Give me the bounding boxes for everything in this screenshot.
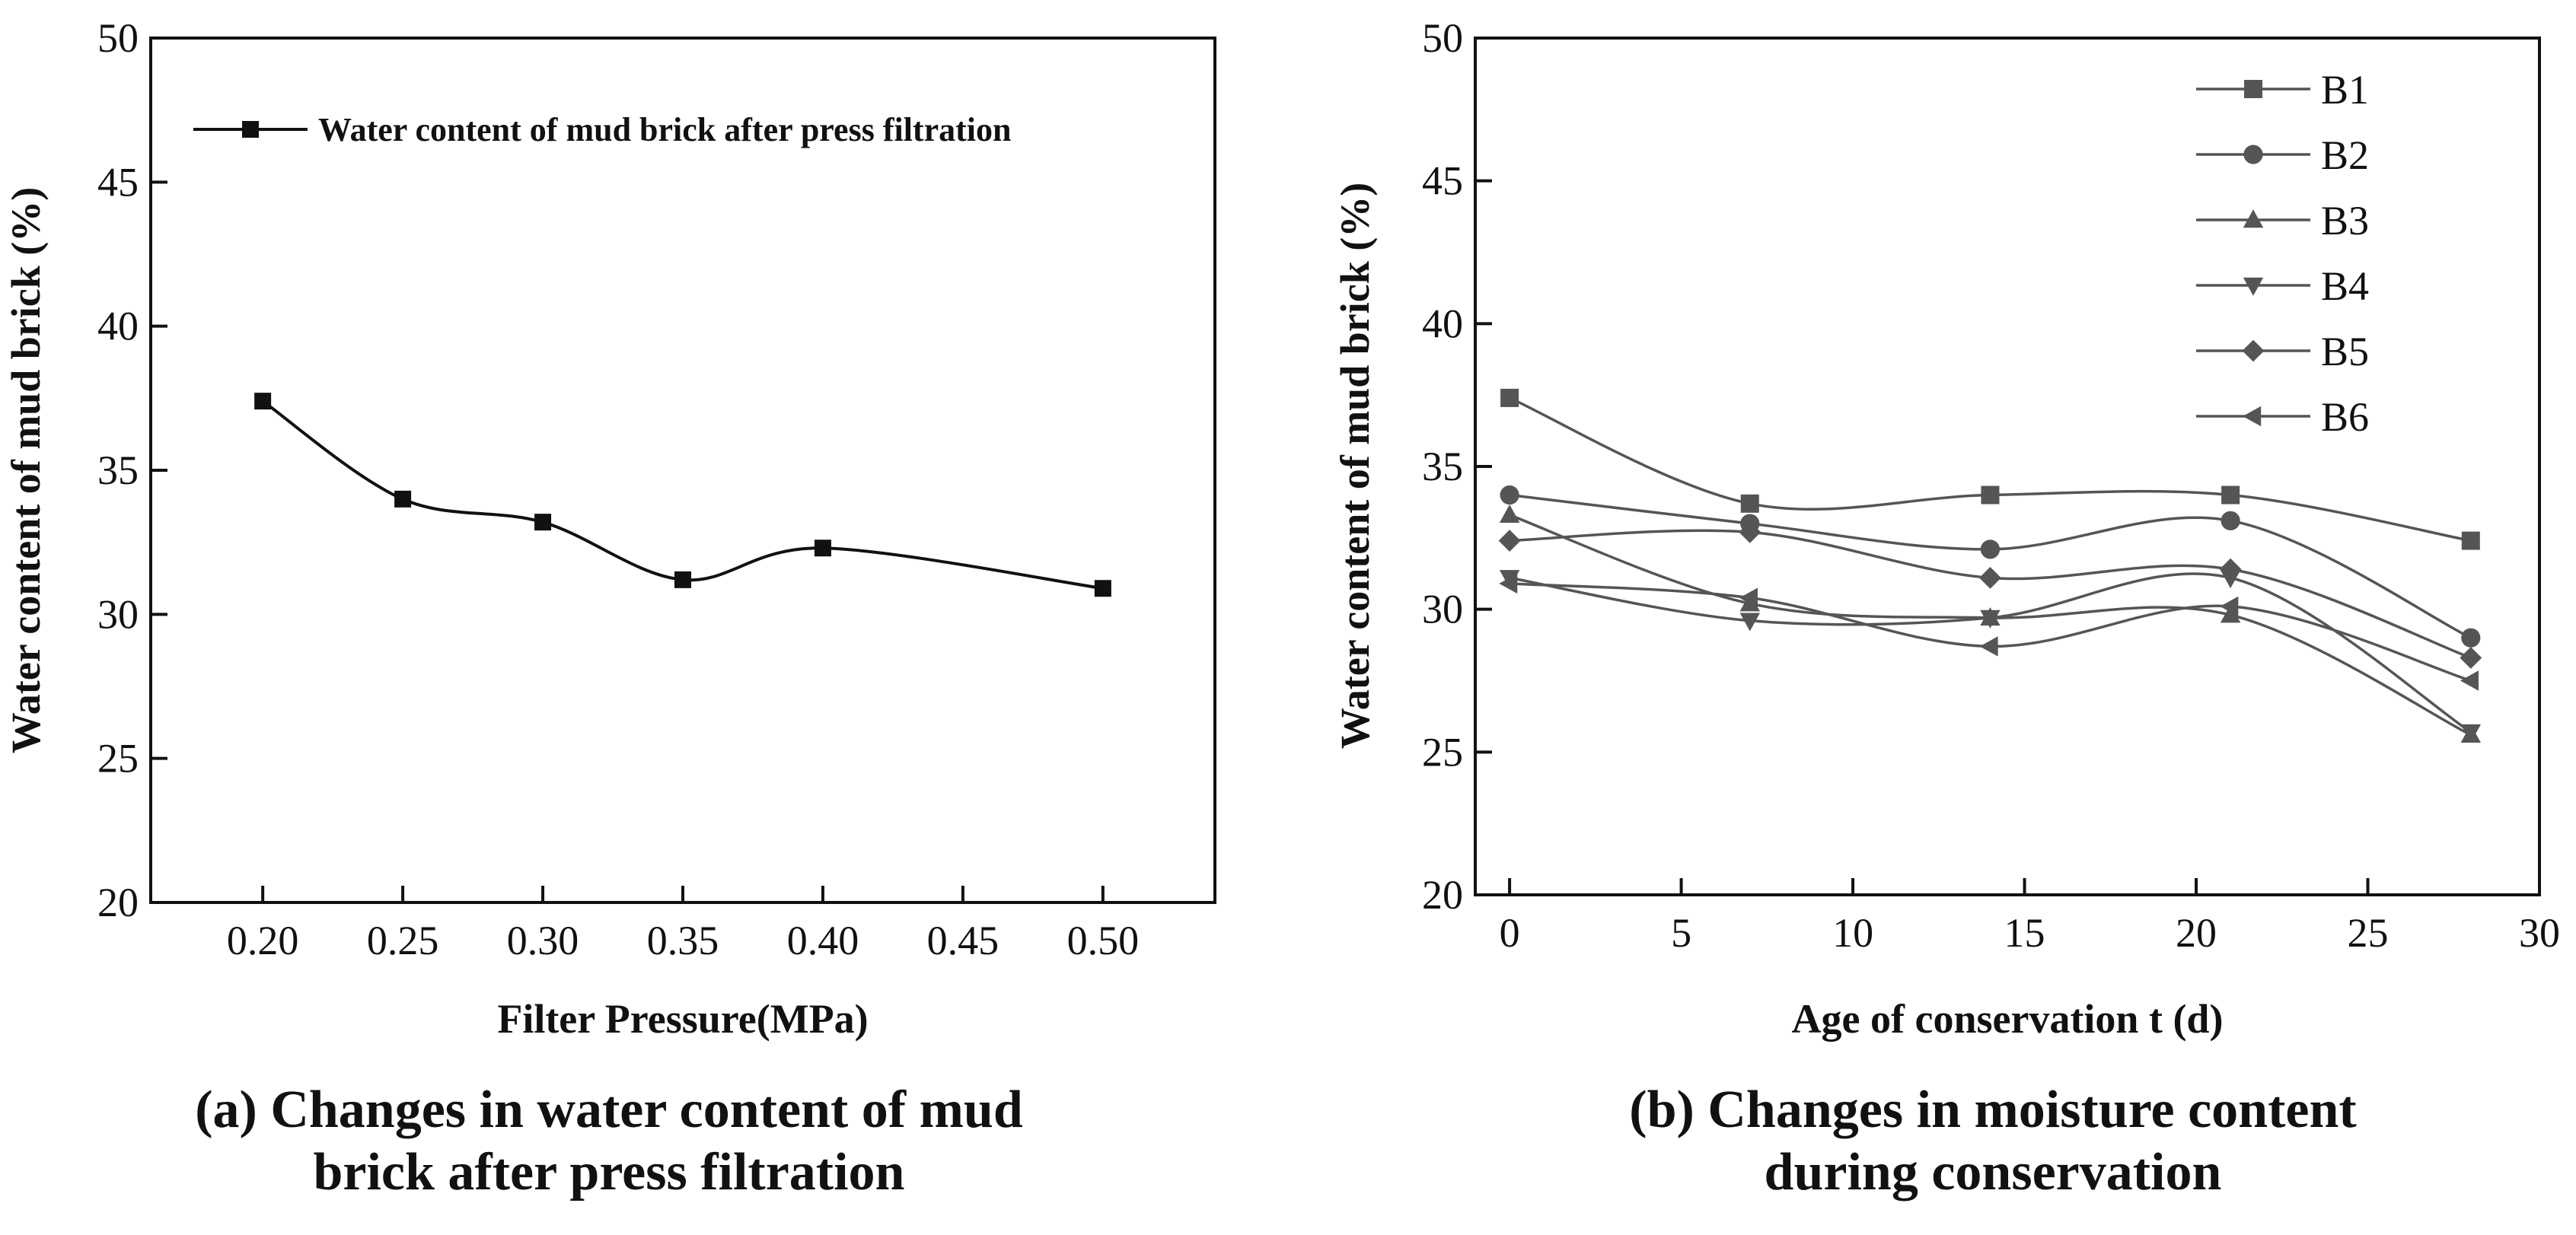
chart-b-ytick-label: 45 <box>1422 158 1463 204</box>
chart-b-xtick-label: 25 <box>2348 910 2389 956</box>
chart-b-data-point <box>2221 485 2240 505</box>
caption-a-line-1: (a) Changes in water content of mud <box>195 1081 1023 1139</box>
chart-a-ytick-label: 50 <box>97 15 139 61</box>
chart-a-legend-label: Water content of mud brick after press f… <box>318 111 1011 148</box>
chart-a-xlabel: Filter Pressure(MPa) <box>497 996 868 1042</box>
chart-b-legend-label: B2 <box>2321 132 2369 178</box>
chart-a-xtick-label: 0.30 <box>507 918 579 963</box>
chart-b-data-point <box>1499 505 1520 524</box>
chart-b-legend-label: B5 <box>2321 329 2369 374</box>
chart-a-xtick-label: 0.20 <box>227 918 299 963</box>
chart-b-series-line-b4 <box>1509 572 2472 734</box>
chart-b-legend-marker <box>2244 80 2262 98</box>
chart-b-data-point <box>1500 485 1519 505</box>
chart-a-data-point <box>254 393 272 410</box>
chart-a-xtick-label: 0.25 <box>367 918 439 963</box>
chart-b-data-point <box>1980 610 2001 629</box>
chart-b-legend-label: B1 <box>2321 67 2369 113</box>
chart-b-xtick-label: 5 <box>1671 910 1691 956</box>
chart-b-ytick-label: 30 <box>1422 587 1463 632</box>
chart-b-ytick-label: 35 <box>1422 444 1463 489</box>
chart-b-data-point <box>2220 604 2241 623</box>
chart-b-data-point <box>1981 485 2000 505</box>
chart-b-data-point <box>1739 587 1758 608</box>
chart-b-frame <box>1474 37 2541 896</box>
chart-a-ytick-label: 45 <box>97 159 139 205</box>
caption-b: (b) Changes in moisture content during c… <box>1460 1079 2526 1204</box>
chart-a-ytick-label: 25 <box>97 736 139 781</box>
caption-a-line-2: brick after press filtration <box>313 1143 905 1202</box>
chart-a: 20 25 30 35 40 45 50 0.20 0.25 0.30 0.35 0.40 0.45 0.… <box>3 15 1216 1042</box>
chart-b-data-point <box>1498 530 1521 552</box>
chart-a-ylabel: Water content of mud brick (%) <box>3 187 49 753</box>
chart-b-data-point <box>1499 573 1518 594</box>
chart-b-data-point <box>2461 628 2481 648</box>
chart-a-ytick-label: 40 <box>97 304 139 349</box>
chart-a-ytick-label: 20 <box>97 880 139 925</box>
chart-a-data-point <box>394 490 412 508</box>
chart-b-legend-marker <box>2242 339 2265 362</box>
chart-a-data-point <box>1094 580 1111 597</box>
chart-b-data-point <box>2461 531 2480 550</box>
caption-a: (a) Changes in water content of mud bric… <box>76 1079 1142 1204</box>
chart-b-xtick-label: 10 <box>1832 910 1873 956</box>
chart-b-data-point <box>1500 388 1519 407</box>
chart-b-xtick-label: 20 <box>2176 910 2217 956</box>
chart-a-data-point <box>814 540 831 557</box>
chart-b-ytick-label: 50 <box>1422 15 1463 61</box>
chart-b-data-point <box>2460 670 2479 691</box>
chart-b-ylabel: Water content of mud brick (%) <box>1332 183 1378 749</box>
chart-b-legend-label: B6 <box>2321 394 2369 440</box>
chart-a-legend: Water content of mud brick after press f… <box>193 111 1011 148</box>
chart-a-data-point <box>674 571 691 588</box>
chart-b-xtick-label: 15 <box>2004 910 2045 956</box>
chart-b-data-point <box>2220 596 2239 617</box>
chart-a-xtick-label: 0.50 <box>1067 918 1140 963</box>
chart-b-legend-marker <box>2243 209 2264 228</box>
chart-b-data-point <box>2460 724 2482 743</box>
chart-a-legend-marker <box>242 121 259 138</box>
chart-b-ytick-label: 40 <box>1422 301 1463 346</box>
chart-b-legend-label: B3 <box>2321 198 2369 243</box>
chart-b-legend-marker <box>2243 145 2263 164</box>
chart-b-legend-marker <box>2243 406 2262 427</box>
chart-b-data-point <box>2221 511 2240 530</box>
caption-b-line-1: (b) Changes in moisture content <box>1629 1081 2357 1139</box>
chart-b-data-point <box>2219 558 2242 581</box>
chart-a-data-point <box>534 514 552 531</box>
chart-b-ytick-label: 25 <box>1422 729 1463 775</box>
chart-b-legend-label: B4 <box>2321 263 2369 309</box>
chart-a-xtick-label: 0.40 <box>787 918 859 963</box>
chart-a-xtick-label: 0.45 <box>927 918 999 963</box>
chart-b-xlabel: Age of conservation t (d) <box>1792 996 2224 1042</box>
chart-b-xtick-label: 0 <box>1500 910 1520 956</box>
chart-b-data-point <box>1739 613 1760 632</box>
chart-b-data-point <box>1979 636 1998 657</box>
chart-b-data-point <box>1979 566 2001 589</box>
chart-a-ytick-label: 30 <box>97 591 139 637</box>
chart-a-ytick-label: 35 <box>97 447 139 493</box>
chart-b-xtick-label: 30 <box>2519 910 2560 956</box>
caption-b-line-2: during conservation <box>1764 1143 2222 1202</box>
chart-a-frame <box>149 37 1216 904</box>
chart-b-data-point <box>2460 647 2482 669</box>
chart-b-legend: B1 B2 B3 B4 B5 B6 <box>2196 67 2369 440</box>
chart-b-ytick-label: 20 <box>1422 872 1463 918</box>
chart-b-legend-marker <box>2243 277 2264 296</box>
chart-b-data-point <box>1739 520 1761 543</box>
chart-b-data-point <box>1980 540 2001 559</box>
chart-a-xtick-label: 0.35 <box>647 918 719 963</box>
chart-a-series-line-main <box>262 399 1104 590</box>
chart-b-data-point <box>1740 494 1759 513</box>
